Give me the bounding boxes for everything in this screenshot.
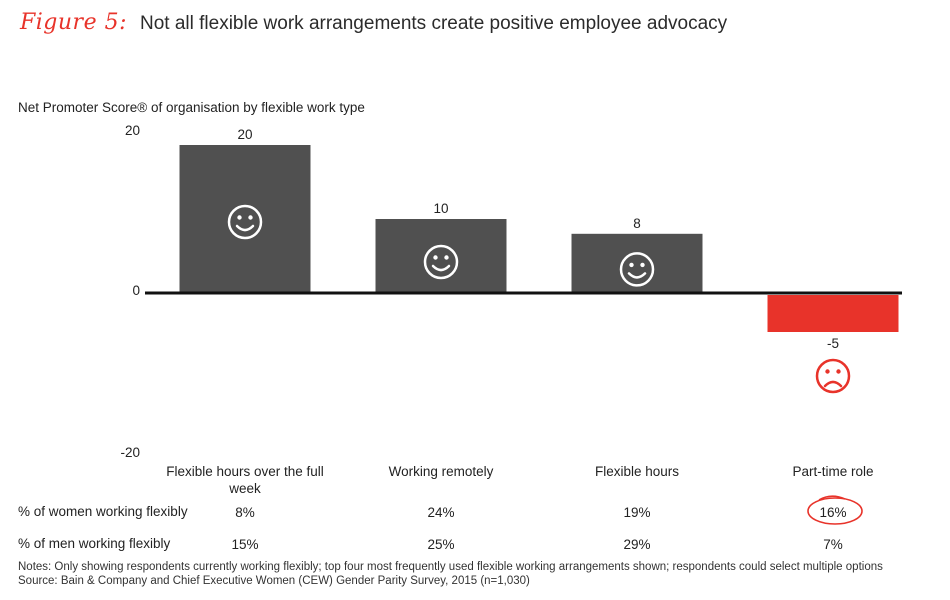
men-value: 15% [231,537,259,552]
women-value-highlighted: 16% [819,505,847,520]
bar [767,295,899,332]
women-value: 24% [427,505,455,520]
smiley-face-icon [423,244,459,280]
figure-label: Figure 5: [20,10,127,35]
women-row-label: % of women working flexibly [18,504,188,519]
category-label: Flexible hours over the full week [166,464,324,496]
men-value: 29% [623,537,651,552]
men-value: 25% [427,537,455,552]
sad-face-icon [815,358,851,394]
source-line: Source: Bain & Company and Chief Executi… [18,575,530,587]
highlight-circle [807,495,863,525]
data-label: -5 [827,336,839,351]
y-tick-label: 20 [125,123,140,138]
y-axis-label: Net Promoter Score® of organisation by f… [18,100,365,115]
data-label: 20 [237,127,252,142]
category-label: Part-time role [792,464,874,479]
chart-title: Not all flexible work arrangements creat… [140,13,728,34]
data-label: 8 [633,216,641,231]
y-tick-label: -20 [120,445,140,460]
data-label: 10 [433,201,448,216]
notes-line: Notes: Only showing respondents currentl… [18,561,883,573]
category-label: Flexible hours [594,464,680,479]
women-value: 19% [623,505,651,520]
bar [179,145,311,293]
women-value: 8% [235,505,255,520]
smiley-face-icon [227,204,263,240]
men-row-label: % of men working flexibly [18,536,171,551]
category-label: Working remotely [388,464,494,479]
men-value: 7% [823,537,843,552]
bar [571,233,703,293]
notes: Notes: Only showing respondents currentl… [18,560,883,588]
smiley-face-icon [619,252,655,287]
bar [375,219,507,293]
y-tick-label: 0 [132,283,140,298]
